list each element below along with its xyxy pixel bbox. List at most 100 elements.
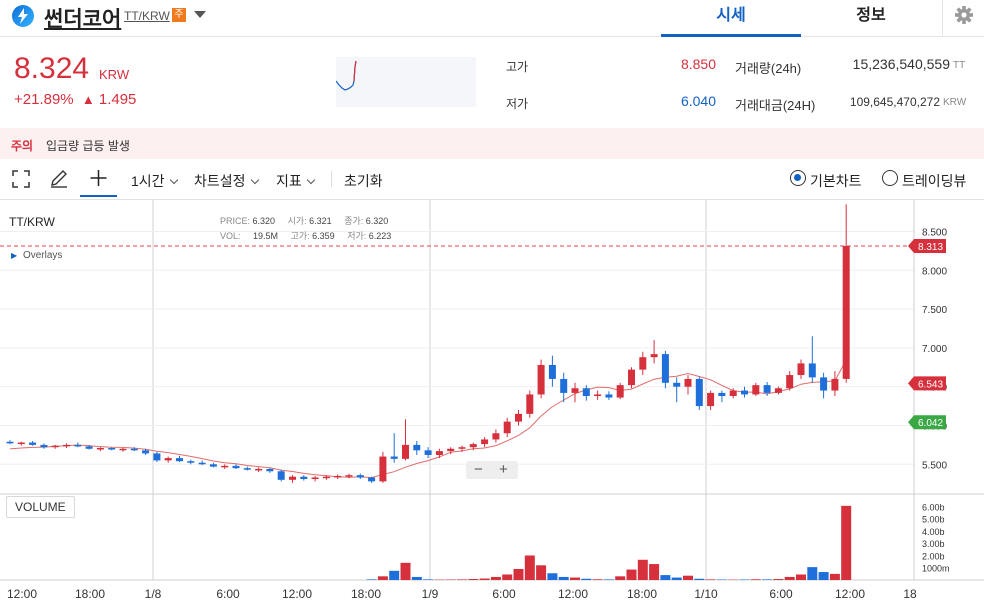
candle-body: [435, 451, 443, 455]
candle-body: [729, 390, 737, 397]
high-value: 8.850: [680, 56, 716, 72]
indicators-menu[interactable]: 지표: [276, 171, 316, 191]
candle-body: [639, 357, 647, 370]
candle-body: [628, 369, 635, 386]
chevron-down-icon: [250, 175, 259, 185]
candle-body: [718, 392, 726, 397]
time-axis-tick: 6:00: [769, 587, 793, 601]
change-percent: +21.89%: [14, 91, 74, 108]
coin-dropdown-chevron-icon[interactable]: [194, 11, 206, 18]
ohlc-price: 6.320: [252, 216, 276, 226]
ohlc-price-label: PRICE:: [220, 216, 251, 226]
candle-body: [842, 246, 850, 379]
candle-body: [492, 433, 500, 440]
caution-banner: 주의 입금량 급등 발생: [0, 128, 984, 159]
candle-body: [808, 363, 816, 378]
volume-bar: [671, 577, 682, 580]
candle-body: [153, 453, 161, 461]
price-change: +21.89% ▲ 1.495: [14, 91, 136, 108]
candle-body: [571, 388, 579, 393]
ohlc-low-label: 저가:: [347, 231, 367, 241]
volume-bar: [750, 579, 761, 580]
interval-label: 1시간: [131, 173, 165, 189]
overlays-toggle[interactable]: ▶ Overlays: [11, 250, 62, 261]
candle-body: [266, 468, 274, 472]
caution-tag: 주의: [11, 139, 34, 153]
candle-body: [119, 448, 127, 451]
tradingview-radio[interactable]: [882, 170, 898, 186]
thundercore-logo-icon: [12, 5, 34, 27]
candle-body: [40, 444, 48, 448]
candle-body: [548, 364, 556, 379]
reset-button[interactable]: 초기화: [344, 173, 383, 189]
candle-body: [797, 363, 805, 376]
pencil-draw-icon[interactable]: [49, 168, 69, 193]
time-axis-tick: 18:00: [351, 587, 381, 601]
tab-info[interactable]: 정보: [856, 7, 886, 24]
mini-price-chart: [335, 57, 476, 107]
zoom-out-button[interactable]: −: [474, 461, 483, 478]
chart-settings-menu[interactable]: 차트설정: [194, 171, 259, 191]
ohlc-open-label: 시가:: [287, 216, 307, 226]
volume-bar: [558, 576, 569, 580]
candle-body: [447, 448, 455, 452]
tab-market-price[interactable]: 시세: [661, 0, 801, 37]
candle-body: [255, 468, 263, 471]
ohlc-close: 6.320: [365, 216, 389, 226]
volume-bar: [513, 568, 524, 580]
candle-body: [164, 458, 172, 461]
candle-body: [108, 447, 116, 450]
chevron-down-icon: [306, 175, 316, 185]
volume-bar: [389, 570, 400, 580]
candle-body: [289, 476, 296, 480]
volume-axis-tick: 6.00b: [922, 502, 945, 512]
volume-bar: [818, 572, 829, 580]
fullscreen-icon[interactable]: [12, 170, 30, 193]
price-axis-tick: 7.500: [922, 305, 947, 316]
volume-bar: [490, 576, 501, 580]
basic-chart-label[interactable]: 기본차트: [810, 173, 862, 189]
candle-body: [6, 441, 14, 444]
settings-gear-icon[interactable]: [942, 0, 984, 37]
volume-bar: [524, 555, 535, 580]
volume-bar: [762, 579, 773, 580]
candle-body: [379, 456, 387, 482]
overlays-label: Overlays: [22, 250, 63, 261]
current-price: 8.324: [14, 52, 90, 85]
ohlc-high: 6.359: [312, 231, 335, 241]
low-label: 저가: [506, 97, 529, 111]
volume-bar: [649, 564, 660, 580]
candle-body: [515, 413, 522, 422]
toolbar-divider: [331, 171, 332, 187]
candle-body: [752, 385, 760, 395]
candle-body: [503, 421, 511, 434]
zoom-controls: − +: [466, 461, 518, 479]
interval-select[interactable]: 1시간: [131, 171, 178, 191]
chart-symbol: TT/KRW: [9, 215, 55, 229]
trade-value-unit: KRW: [943, 97, 967, 108]
candle-body: [334, 475, 342, 478]
time-axis-tick: 1/10: [694, 587, 718, 601]
price-axis-tick: 5.500: [922, 460, 947, 471]
up-arrow-icon: ▲: [81, 92, 95, 107]
volume-bar: [366, 579, 377, 580]
tradingview-label[interactable]: 트레이딩뷰: [902, 173, 967, 189]
candle-body: [560, 378, 568, 393]
candle-body: [187, 461, 195, 463]
coin-pair-link[interactable]: TT/KRW: [124, 9, 170, 23]
ohlc-vol-label: VOL:: [220, 231, 241, 241]
time-axis-tick: 6:00: [492, 587, 516, 601]
candle-body: [311, 477, 319, 480]
zoom-in-button[interactable]: +: [499, 461, 508, 478]
candle-body: [322, 476, 330, 479]
candle-body: [176, 458, 183, 462]
crosshair-tool-button[interactable]: [80, 159, 117, 197]
coin-name-link[interactable]: 썬더코어: [44, 8, 122, 31]
basic-chart-radio[interactable]: [790, 170, 806, 186]
time-axis-tick: 18:00: [627, 587, 657, 601]
crosshair-icon: [90, 170, 107, 186]
candle-body: [390, 456, 398, 459]
price-chart[interactable]: 8.5008.0007.5007.0006.5006.0005.5006.00b…: [0, 200, 984, 607]
candle-body: [243, 468, 251, 470]
volume-bar: [502, 574, 513, 580]
